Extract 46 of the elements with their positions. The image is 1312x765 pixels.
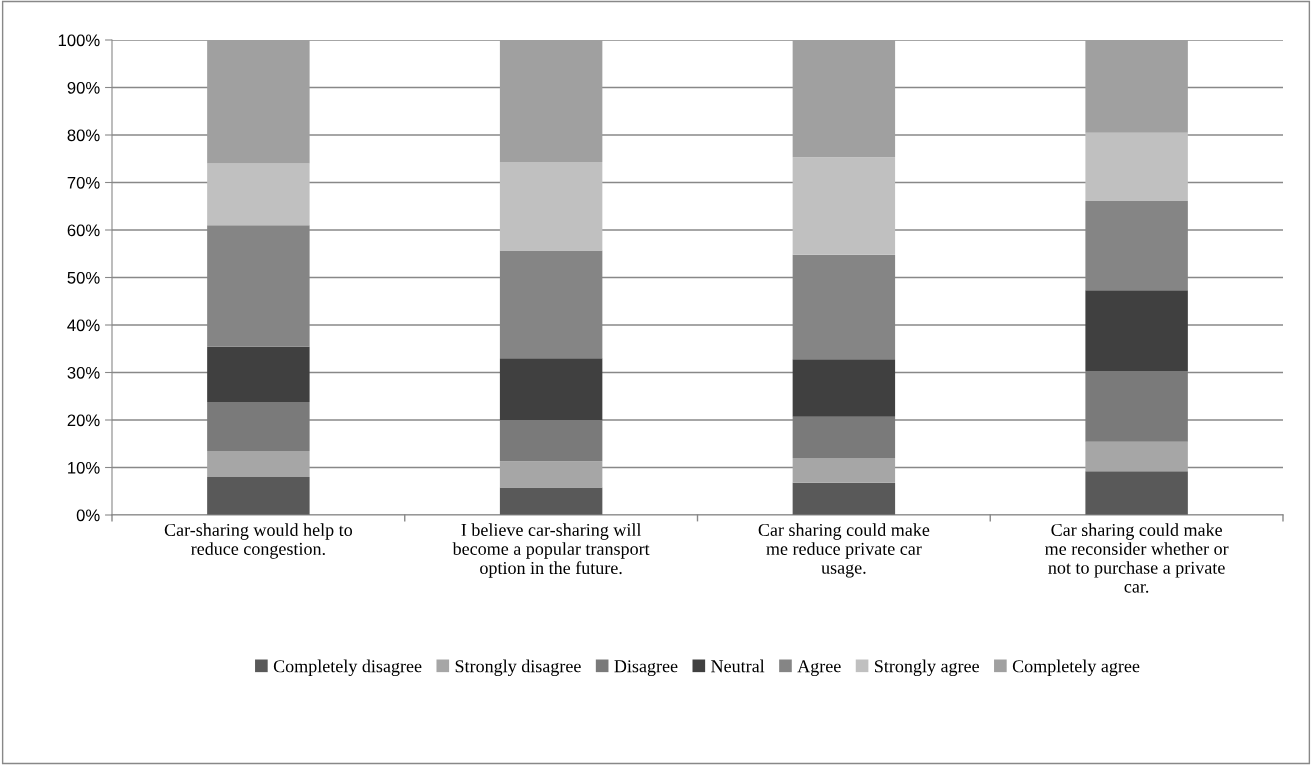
y-tick-label: 80%	[67, 129, 100, 142]
legend-label: Strongly disagree	[455, 659, 581, 677]
bar	[1085, 371, 1188, 442]
bar	[207, 477, 310, 515]
y-tick-label: 70%	[67, 176, 100, 189]
legend-label: Disagree	[614, 660, 678, 677]
y-tick-label: 40%	[67, 319, 100, 332]
bar	[207, 163, 310, 226]
y-tick-label: 50%	[67, 271, 100, 284]
legend-label: Neutral	[711, 659, 765, 673]
y-tick-label: 20%	[67, 414, 100, 427]
x-tick-label: Car sharing could make me reconsider whether or not to purchase a private car.	[1045, 523, 1229, 593]
bar	[499, 420, 603, 462]
bar	[792, 40, 896, 158]
bar	[792, 458, 896, 483]
bar	[792, 157, 896, 255]
bar	[1085, 132, 1188, 202]
bar	[207, 346, 310, 402]
bar	[1085, 40, 1188, 133]
bar	[1085, 471, 1188, 515]
bar	[499, 487, 603, 515]
bar	[499, 40, 603, 163]
bar	[499, 358, 603, 420]
bar	[207, 450, 310, 477]
legend-label: Strongly agree	[875, 659, 979, 677]
y-tick-label: 0%	[76, 509, 100, 522]
x-tick-label: Car-sharing would help to reduce congestion.	[164, 523, 353, 559]
bar	[792, 416, 896, 458]
x-tick-label: Car sharing could make me reduce private car usage.	[758, 523, 930, 578]
bar	[1085, 441, 1188, 472]
bar	[792, 359, 896, 417]
y-tick-label: 30%	[67, 366, 100, 379]
bar	[499, 461, 603, 488]
bar	[207, 401, 310, 451]
y-tick-label: 60%	[67, 224, 100, 237]
bar	[1085, 290, 1188, 372]
y-tick-label: 100%	[58, 34, 100, 47]
bar	[792, 482, 896, 515]
bar	[499, 162, 603, 251]
y-tick-label: 10%	[68, 461, 100, 474]
legend-label: Completely disagree	[273, 659, 422, 677]
legend-label: Agree	[797, 660, 841, 677]
x-tick-label: I believe car-sharing will become a popular transport option in the future.	[452, 523, 650, 578]
bar	[207, 40, 310, 164]
legend-label: Completely agree	[1012, 659, 1140, 677]
y-tick-label: 90%	[67, 81, 100, 94]
